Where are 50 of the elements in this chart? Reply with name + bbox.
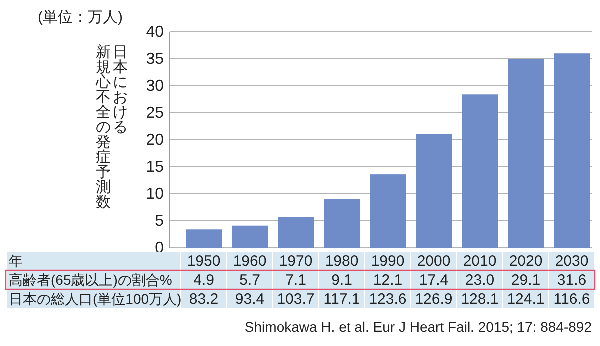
text: 123.6 [369,291,407,308]
text: 117.1 [324,291,360,308]
y-tick-label: 5 [155,213,164,230]
text: 23.0 [465,272,495,289]
x-tick-label: 1980 [325,253,359,270]
text: 年 [9,253,23,269]
text: 高齢者(65歳以上)の割合% [9,272,172,288]
bar [324,199,360,248]
text: 83.2 [189,291,219,308]
text: (単位：万人) [38,9,123,26]
text: 93.4 [235,291,265,308]
x-tick-label: 2010 [463,253,497,270]
bar [416,134,452,248]
text: 日本の総人口(単位100万人) [9,291,182,307]
y-tick-label: 40 [146,24,164,41]
bar [278,217,314,248]
y-tick-label: 20 [146,132,164,149]
bar [508,59,544,248]
text: 7.1 [286,272,306,289]
x-tick-label: 2020 [509,253,543,270]
text: 116.6 [554,291,590,308]
x-tick-label: 1950 [187,253,221,270]
bar [462,94,498,248]
text: Shimokawa H. et al. Eur J Heart Fail. 2015; 17: 884-892 [244,319,592,335]
text: 9.1 [332,272,352,289]
y-tick-label: 35 [146,51,164,68]
y-tick-label: 30 [146,78,164,95]
x-tick-label: 1990 [371,253,405,270]
text: 126.9 [415,291,453,308]
bar [554,54,590,248]
text: 103.7 [277,291,315,308]
text: 4.9 [194,272,214,289]
text: 5.7 [240,272,260,289]
bar [370,174,406,248]
text: 128.1 [461,291,499,308]
y-axis-title: 日本における新規心不全の発症予測数 [96,45,128,210]
x-tick-label: 2000 [417,253,451,270]
text: 12.1 [373,272,403,289]
bar [232,226,268,248]
y-tick-label: 25 [146,105,164,122]
x-tick-label: 1970 [279,253,313,270]
y-tick-label: 10 [146,186,164,203]
text: 124.1 [507,291,545,308]
x-tick-label: 2030 [555,253,589,270]
text: 17.4 [419,272,449,289]
bar [186,230,222,248]
text: 29.1 [511,272,541,289]
x-tick-label: 1960 [233,253,267,270]
text: 31.6 [557,272,587,289]
y-tick-label: 15 [146,159,164,176]
